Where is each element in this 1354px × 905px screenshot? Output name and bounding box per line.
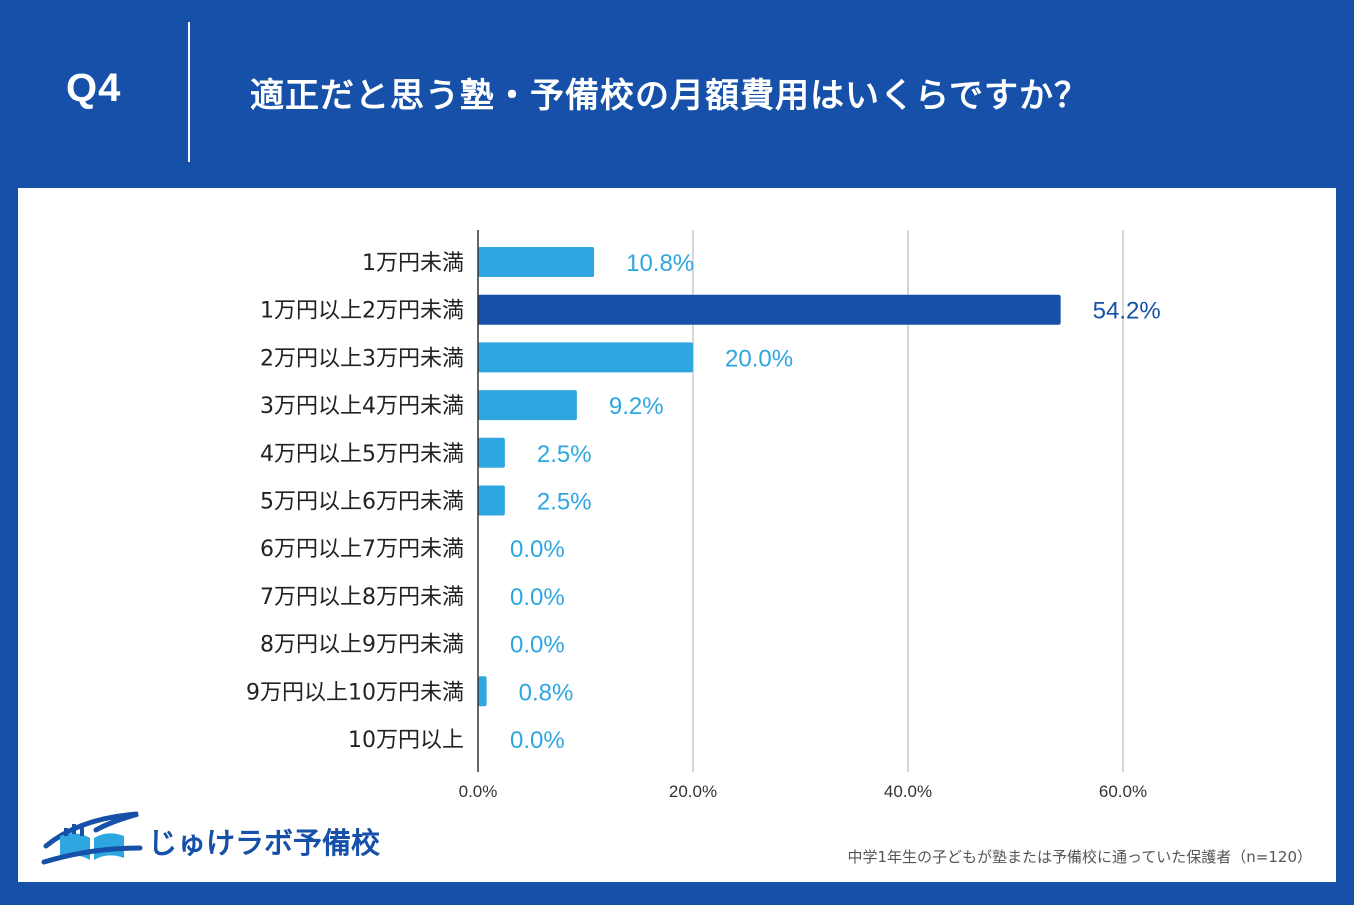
category-label: 10万円以上 [348,728,464,753]
bar [478,247,595,277]
value-label: 2.5% [537,441,592,468]
value-label: 0.0% [510,584,565,611]
x-tick-label: 40.0% [884,782,932,801]
value-label: 0.8% [519,679,574,706]
category-label: 1万円未満 [362,251,464,276]
category-label: 8万円以上9万円未満 [260,633,464,658]
value-label: 0.0% [510,536,565,563]
category-label: 1万円以上2万円未満 [260,299,464,324]
chart-title: 適正だと思う塾・予備校の月額費用はいくらですか？ [250,76,1089,116]
x-tick-label: 60.0% [1099,782,1147,801]
category-label: 3万円以上4万円未満 [260,394,464,419]
x-tick-label: 20.0% [669,782,717,801]
bar [478,342,693,373]
chart-panel: 0.0% 20.0% 40.0% 60.0% 1万円未満 10.8% 1万円以上2万円未満 5… [18,188,1336,882]
value-label: 20.0% [725,345,793,372]
value-label: 0.0% [510,632,565,659]
category-label: 2万円以上3万円未満 [260,346,464,371]
category-label: 4万円以上5万円未満 [260,442,464,467]
value-label: 0.0% [510,727,565,754]
bar [478,390,577,421]
value-label: 2.5% [537,489,592,516]
category-label: 5万円以上6万円未満 [260,490,464,515]
header-divider [188,22,190,162]
sample-note: 中学1年生の子どもが塾または予備校に通っていた保護者（n=120） [847,848,1312,866]
question-number: Q4 [66,66,122,110]
bar-chart: 0.0% 20.0% 40.0% 60.0% 1万円未満 10.8% 1万円以上2万円未満 5… [246,230,1161,801]
value-label: 9.2% [609,393,664,420]
value-label: 54.2% [1093,298,1161,325]
book-logo-icon [41,811,143,865]
category-label: 7万円以上8万円未満 [260,585,464,610]
brand-logo: じゅけラボ予備校 [40,808,380,868]
bar [478,485,505,516]
x-tick-label: 0.0% [459,782,498,801]
category-label: 9万円以上10万円未満 [246,680,464,705]
bar [478,676,487,707]
category-label: 6万円以上7万円未満 [260,537,464,562]
bar [478,294,1061,325]
brand-logo-text: じゅけラボ予備校 [148,826,381,860]
value-label: 10.8% [626,250,694,277]
bar [478,437,505,468]
